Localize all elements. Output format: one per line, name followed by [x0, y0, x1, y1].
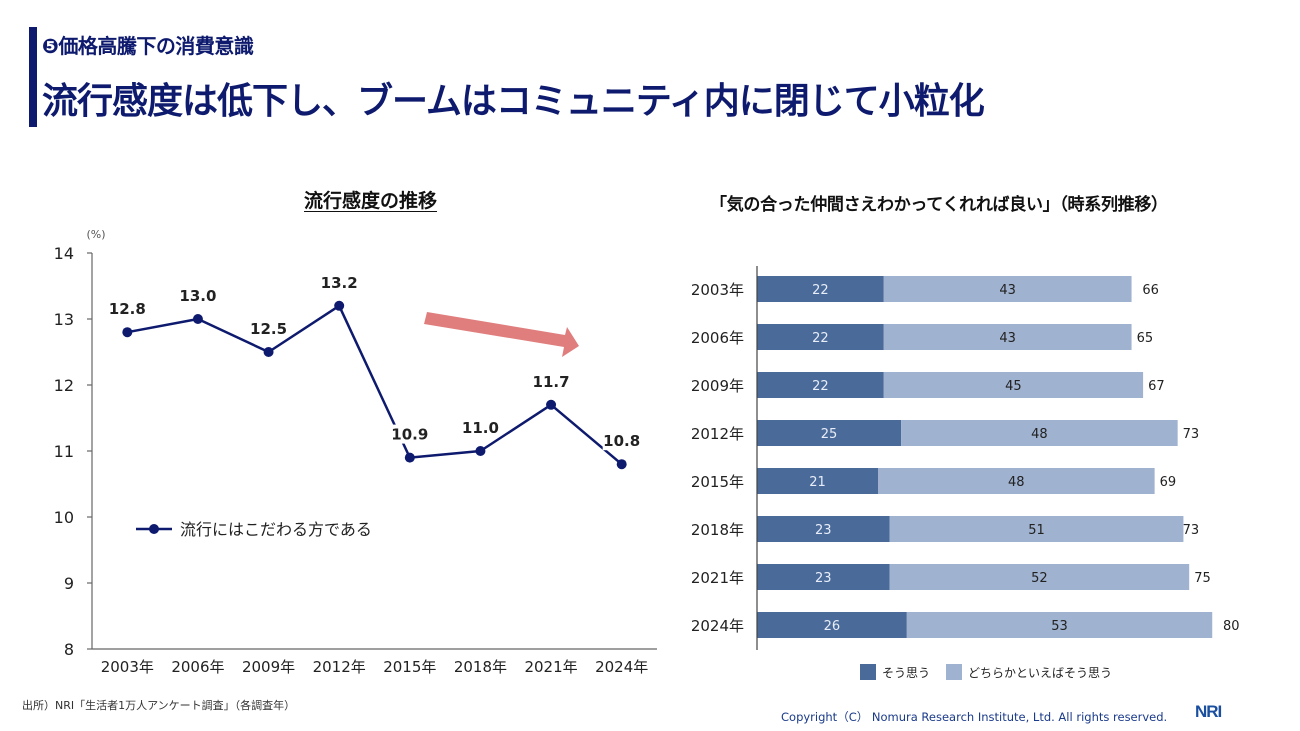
x-tick-label: 2009年: [242, 658, 295, 676]
line-segment: [127, 317, 199, 334]
data-label-bg: [390, 424, 429, 444]
y-tick-label: 8: [64, 640, 74, 659]
copyright-text: Copyright（C） Nomura Research Institute, …: [781, 710, 1168, 724]
page-title: 流行感度は低下し、ブームはコミュニティ内に閉じて小粒化: [42, 81, 985, 122]
trend-arrow: [424, 312, 579, 357]
y-tick-label: 11: [54, 442, 74, 461]
bar-chart-title: 「気の合った仲間さえわかってくれれば良い」（時系列推移）: [710, 195, 1168, 215]
data-label: 11.7: [533, 373, 570, 391]
x-tick-label: 2015年: [383, 658, 436, 676]
data-label-bg: [178, 286, 217, 305]
x-tick-label: 2018年: [454, 658, 507, 676]
page-subtitle: ❺価格高騰下の消費意識: [42, 34, 254, 58]
y-tick-label: 9: [64, 574, 74, 593]
data-point: [122, 327, 133, 338]
data-point: [475, 446, 486, 456]
data-label-bg: [249, 319, 288, 338]
data-label: 12.5: [250, 320, 287, 338]
line-segment: [550, 403, 623, 466]
data-label-bg: [461, 418, 500, 437]
line-segment: [479, 403, 552, 453]
data-point: [263, 347, 274, 357]
data-point: [546, 399, 557, 410]
source-note: 出所）NRI「生活者1万人アンケート調査」（各調査年）: [22, 699, 296, 712]
data-label: 12.8: [109, 300, 146, 318]
data-label-bg: [108, 299, 147, 319]
y-axis-unit: (%): [86, 228, 105, 241]
data-label: 13.2: [321, 274, 358, 292]
title-accent-bar: [29, 27, 37, 127]
legend-marker: [149, 524, 159, 534]
line-segment: [409, 449, 481, 459]
x-tick-label: 2003年: [101, 658, 154, 676]
data-label-bg: [602, 431, 641, 451]
y-tick-label: 12: [54, 376, 74, 395]
nri-logo: NRI: [1195, 702, 1222, 721]
y-tick-label: 14: [54, 244, 74, 263]
y-tick-label: 13: [54, 310, 74, 329]
data-point: [334, 300, 345, 311]
line-segment: [197, 317, 270, 354]
data-point: [616, 459, 627, 470]
data-label-bg: [532, 371, 571, 391]
y-tick-label: 10: [54, 508, 74, 527]
x-tick-label: 2021年: [524, 658, 577, 676]
x-tick-label: 2006年: [171, 658, 224, 676]
data-label: 11.0: [462, 419, 499, 437]
data-label: 10.8: [603, 432, 640, 450]
data-label-bg: [320, 272, 359, 292]
x-tick-label: 2024年: [595, 658, 648, 676]
line-segment: [267, 304, 340, 354]
data-label: 13.0: [179, 287, 216, 305]
data-point: [192, 314, 203, 324]
data-label: 10.9: [391, 426, 428, 444]
line-chart-title: 流行感度の推移: [304, 190, 438, 212]
legend-label: 流行にはこだわる方である: [180, 520, 372, 539]
data-point: [404, 452, 415, 463]
x-tick-label: 2012年: [313, 658, 366, 676]
